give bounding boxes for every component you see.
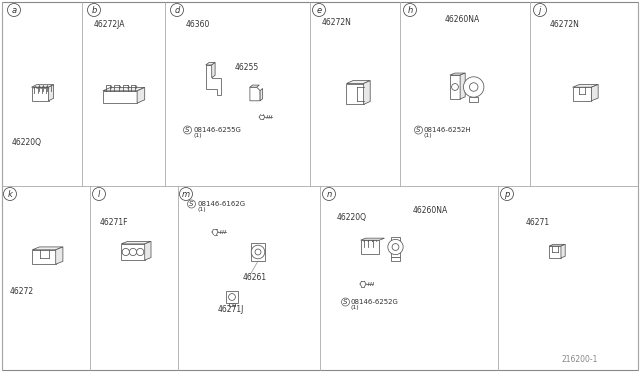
- Text: 46272JA: 46272JA: [94, 19, 125, 29]
- Circle shape: [255, 249, 261, 255]
- Polygon shape: [205, 65, 221, 95]
- Text: h: h: [408, 6, 413, 15]
- Text: b: b: [92, 6, 97, 15]
- Circle shape: [463, 77, 484, 97]
- Polygon shape: [145, 241, 151, 260]
- Text: m: m: [182, 189, 190, 199]
- Polygon shape: [32, 250, 56, 264]
- Polygon shape: [364, 81, 370, 105]
- Polygon shape: [391, 237, 400, 257]
- Circle shape: [136, 248, 144, 256]
- Polygon shape: [470, 97, 478, 102]
- Text: l: l: [98, 189, 100, 199]
- Text: 08146-6252G: 08146-6252G: [351, 299, 399, 305]
- Polygon shape: [450, 75, 460, 99]
- Polygon shape: [250, 85, 259, 87]
- Text: (1): (1): [424, 133, 433, 138]
- Text: d: d: [174, 6, 180, 15]
- Text: e: e: [316, 6, 321, 15]
- Text: S: S: [189, 201, 194, 207]
- Circle shape: [388, 239, 403, 255]
- Circle shape: [228, 294, 236, 301]
- Text: 08146-6162G: 08146-6162G: [197, 201, 245, 207]
- Polygon shape: [31, 87, 49, 101]
- Polygon shape: [460, 73, 465, 99]
- Text: 46272N: 46272N: [550, 19, 580, 29]
- Text: 46271: 46271: [526, 218, 550, 227]
- Text: 08146-6252H: 08146-6252H: [424, 127, 472, 133]
- Polygon shape: [260, 89, 262, 101]
- Circle shape: [251, 245, 265, 259]
- Text: 216200-1: 216200-1: [562, 356, 598, 365]
- Text: 46260NA: 46260NA: [413, 205, 448, 215]
- Text: 46272N: 46272N: [322, 17, 352, 26]
- Text: S: S: [343, 299, 348, 305]
- Text: (1): (1): [351, 305, 360, 310]
- Text: p: p: [504, 189, 509, 199]
- Circle shape: [122, 248, 129, 256]
- Polygon shape: [450, 73, 465, 75]
- Text: 46220Q: 46220Q: [12, 138, 42, 147]
- Polygon shape: [230, 303, 234, 307]
- Text: 08146-6255G: 08146-6255G: [193, 127, 241, 133]
- Circle shape: [470, 83, 478, 91]
- Text: 46272: 46272: [10, 288, 34, 296]
- Text: S: S: [185, 127, 189, 133]
- Circle shape: [452, 84, 458, 90]
- Polygon shape: [361, 238, 385, 240]
- Text: (1): (1): [193, 133, 202, 138]
- Text: k: k: [8, 189, 12, 199]
- Polygon shape: [549, 244, 565, 246]
- Polygon shape: [205, 62, 215, 65]
- Text: 46261: 46261: [243, 273, 267, 282]
- Text: 46360: 46360: [186, 19, 211, 29]
- Polygon shape: [32, 247, 63, 250]
- Polygon shape: [361, 240, 380, 254]
- Polygon shape: [573, 87, 591, 101]
- Text: 46220Q: 46220Q: [337, 212, 367, 221]
- Polygon shape: [103, 91, 137, 103]
- Polygon shape: [226, 291, 238, 303]
- Text: j: j: [539, 6, 541, 15]
- Polygon shape: [251, 243, 265, 262]
- Polygon shape: [56, 247, 63, 264]
- Polygon shape: [212, 62, 215, 78]
- Polygon shape: [122, 244, 145, 260]
- Polygon shape: [591, 84, 598, 101]
- Polygon shape: [49, 85, 54, 101]
- Polygon shape: [31, 85, 54, 87]
- Text: 46271J: 46271J: [218, 305, 244, 314]
- Polygon shape: [122, 241, 151, 244]
- Polygon shape: [250, 87, 260, 101]
- Text: a: a: [12, 6, 17, 15]
- Polygon shape: [137, 87, 145, 103]
- Circle shape: [392, 244, 399, 250]
- Circle shape: [129, 248, 136, 256]
- Polygon shape: [573, 84, 598, 87]
- Polygon shape: [346, 84, 364, 105]
- Text: 46255: 46255: [235, 62, 259, 71]
- Polygon shape: [103, 87, 145, 91]
- Text: (1): (1): [197, 207, 205, 212]
- Polygon shape: [391, 257, 400, 262]
- Text: S: S: [416, 127, 420, 133]
- Text: 46260NA: 46260NA: [445, 15, 480, 23]
- Polygon shape: [549, 246, 561, 258]
- Text: n: n: [326, 189, 332, 199]
- Polygon shape: [561, 244, 565, 258]
- Text: 46271F: 46271F: [100, 218, 129, 227]
- Polygon shape: [346, 81, 370, 84]
